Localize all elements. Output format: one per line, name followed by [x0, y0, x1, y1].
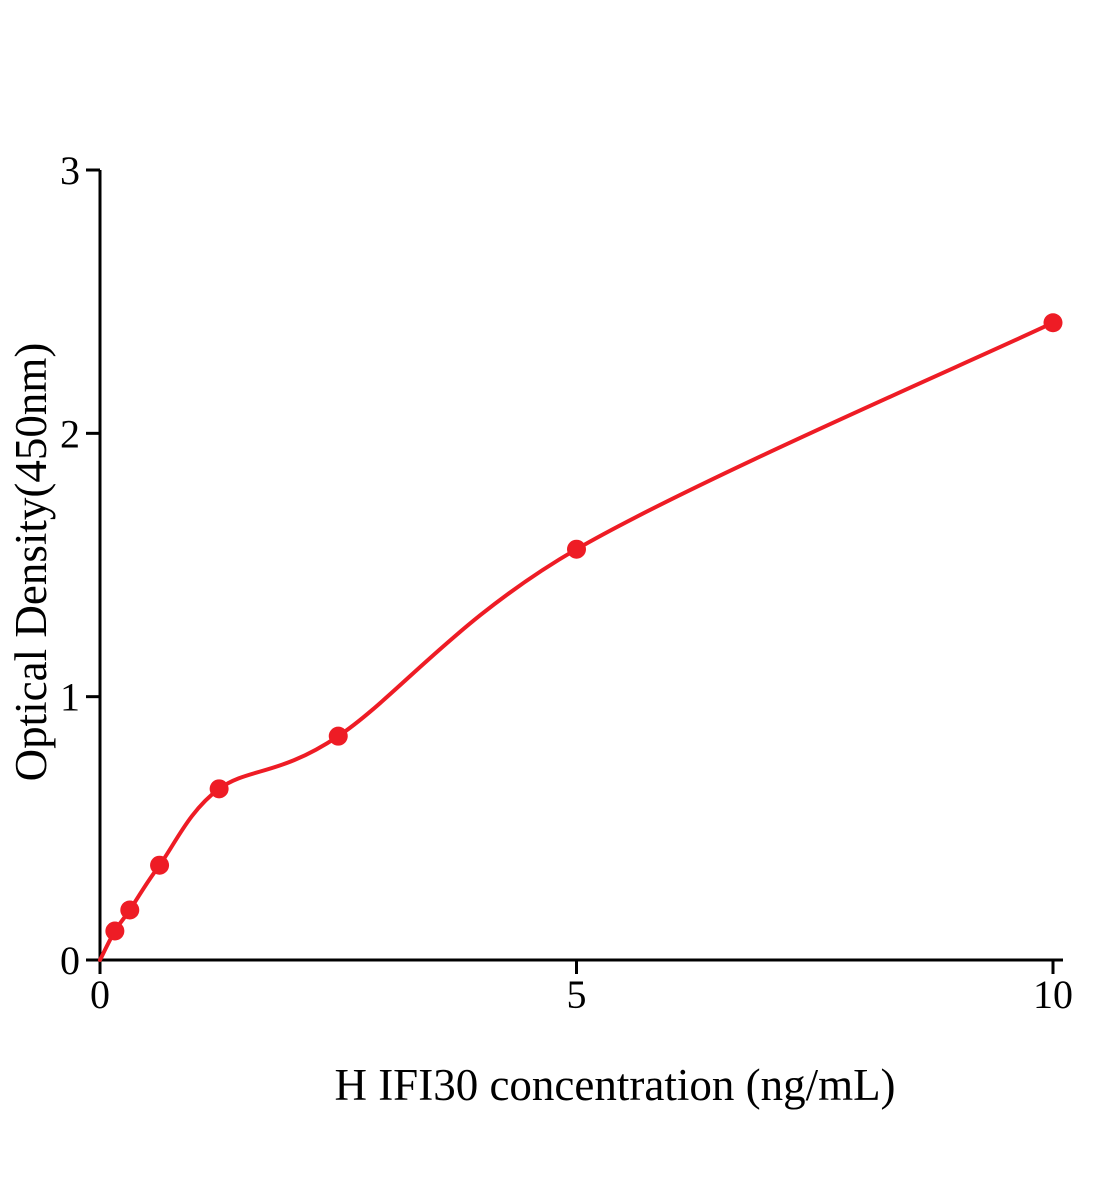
fit-curve [98, 320, 1055, 962]
x-tick-label: 10 [1033, 972, 1073, 1017]
plot-area: 0 5 10 0 1 2 3 [60, 148, 1073, 1017]
data-point [567, 539, 586, 559]
y-tick-label: 3 [60, 148, 80, 193]
data-point [1043, 313, 1063, 333]
y-axis-label: Optical Density(450nm) [6, 343, 56, 782]
y-tick-label: 2 [60, 411, 80, 456]
data-point [209, 779, 229, 799]
data-point [150, 855, 170, 875]
data-point [120, 900, 140, 920]
y-tick-label: 1 [60, 675, 80, 720]
x-tick-label: 5 [567, 972, 587, 1017]
x-tick-label: 0 [90, 972, 110, 1017]
y-tick-label: 0 [60, 938, 80, 983]
data-point [105, 921, 125, 941]
data-point [328, 726, 348, 746]
x-axis-label: H IFI30 concentration (ng/mL) [334, 1060, 895, 1110]
